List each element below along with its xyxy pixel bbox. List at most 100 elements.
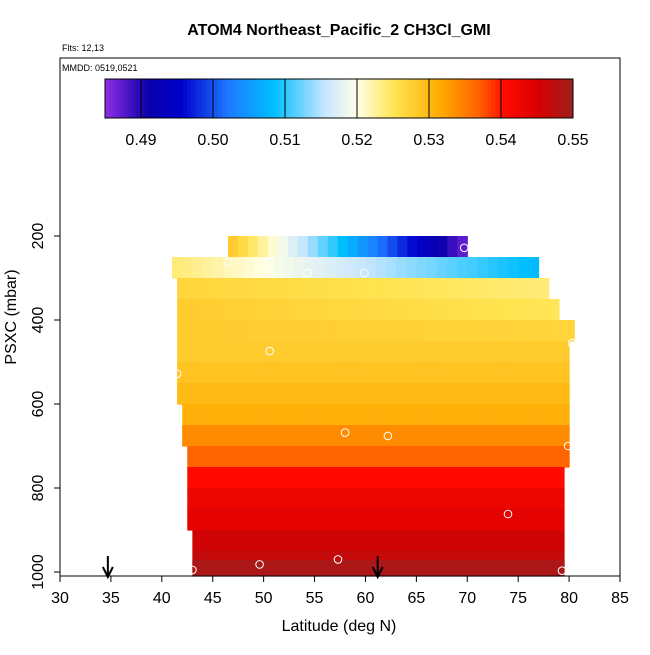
heatmap-cell xyxy=(478,362,490,384)
heatmap-cell xyxy=(217,383,228,405)
heatmap-cell xyxy=(278,488,290,510)
heatmap-cell xyxy=(457,236,468,258)
heatmap-cell xyxy=(207,446,219,468)
heatmap-cell xyxy=(508,383,520,405)
heatmap-cell xyxy=(523,488,535,510)
heatmap-cell xyxy=(319,509,331,531)
heatmap-cell xyxy=(375,404,387,426)
heatmap-cell xyxy=(327,383,339,405)
chart-title: ATOM4 Northeast_Pacific_2 CH3Cl_GMI xyxy=(187,22,491,39)
heatmap-cell xyxy=(340,320,351,342)
heatmap-cell xyxy=(378,446,389,468)
heatmap-cell xyxy=(559,383,570,405)
heatmap-cell xyxy=(253,404,265,426)
heatmap-cell xyxy=(385,404,397,426)
heatmap-cell xyxy=(553,488,565,510)
heatmap-cell xyxy=(237,278,248,300)
colorbar-swatch xyxy=(105,79,110,118)
heatmap-cell xyxy=(457,257,468,279)
heatmap-cell xyxy=(478,278,490,300)
heatmap-cell xyxy=(309,488,321,510)
colorbar-swatch xyxy=(136,79,141,118)
heatmap-cell xyxy=(390,320,402,342)
colorbar-swatch xyxy=(397,79,402,118)
heatmap-cell xyxy=(287,383,299,405)
heatmap-cell xyxy=(197,383,208,405)
heatmap-cell xyxy=(242,530,254,552)
heatmap-cell xyxy=(212,404,224,426)
colorbar-swatch xyxy=(190,79,196,118)
heatmap-cell xyxy=(217,341,228,363)
heatmap-cell xyxy=(443,560,455,577)
heatmap-cell xyxy=(317,341,329,363)
heatmap-cell xyxy=(273,425,285,447)
heatmap-cell xyxy=(237,362,249,384)
colorbar-tick-label: 0.54 xyxy=(485,132,516,149)
colorbar-swatch xyxy=(448,79,453,118)
heatmap-cell xyxy=(421,509,433,531)
colorbar-swatch xyxy=(257,79,262,118)
heatmap-cell xyxy=(363,530,374,552)
heatmap-cell xyxy=(421,320,433,342)
colorbar-swatch xyxy=(541,79,547,118)
heatmap-cell xyxy=(212,530,224,552)
colorbar-swatch xyxy=(155,79,161,118)
heatmap-cell xyxy=(388,278,399,300)
heatmap-cell xyxy=(258,320,270,342)
heatmap-cell xyxy=(398,362,409,384)
heatmap-cell xyxy=(350,509,361,531)
heatmap-cell xyxy=(247,278,259,300)
heatmap-cell xyxy=(380,320,392,342)
colorbar-swatch xyxy=(405,79,410,118)
x-tick-label: 65 xyxy=(407,590,425,607)
colorbar-swatch xyxy=(163,79,168,118)
heatmap-cell xyxy=(370,509,382,531)
heatmap-cell xyxy=(317,299,329,321)
x-tick-label: 30 xyxy=(51,590,69,607)
heatmap-cell xyxy=(365,404,377,426)
colorbar-swatch xyxy=(409,79,414,118)
heatmap-cell xyxy=(243,257,255,279)
latitude-arrow xyxy=(371,556,384,580)
colorbar-swatch xyxy=(245,79,250,118)
heatmap-cell xyxy=(423,560,435,577)
colorbar-swatch xyxy=(401,79,406,118)
heatmap-cell xyxy=(428,278,439,300)
colorbar-swatch xyxy=(214,79,219,118)
heatmap-cell xyxy=(478,299,490,321)
heatmap-cell xyxy=(350,467,361,489)
heatmap-cell xyxy=(508,425,519,447)
heatmap-cell xyxy=(228,467,239,489)
x-tick-label: 55 xyxy=(306,590,324,607)
heatmap-cell xyxy=(247,383,259,405)
heatmap-cell xyxy=(380,509,392,531)
heatmap-cell xyxy=(358,383,369,405)
heatmap-cell xyxy=(482,488,494,510)
colorbar-swatch xyxy=(440,79,445,118)
heatmap-cell xyxy=(448,362,460,384)
colorbar-swatch xyxy=(471,79,476,118)
heatmap-cell xyxy=(257,341,269,363)
heatmap-cell xyxy=(488,299,500,321)
heatmap-cell xyxy=(222,560,234,577)
heatmap-cell xyxy=(263,425,275,447)
heatmap-cell xyxy=(207,362,218,384)
heatmap-cell xyxy=(393,530,404,552)
heatmap-cell xyxy=(238,467,249,489)
heatmap-cell xyxy=(528,299,540,321)
y-tick-label: 400 xyxy=(30,307,47,334)
heatmap-cell xyxy=(436,404,448,426)
heatmap-cell xyxy=(268,488,280,510)
heatmap-cell xyxy=(559,446,570,468)
heatmap-cell xyxy=(302,560,314,577)
heatmap-cell xyxy=(365,425,377,447)
heatmap-cell xyxy=(385,257,397,279)
heatmap-cell xyxy=(533,488,545,510)
colorbar-tick-label: 0.49 xyxy=(125,132,156,149)
heatmap-cell xyxy=(473,560,485,577)
heatmap-cell xyxy=(518,446,530,468)
heatmap-cell xyxy=(533,530,545,552)
heatmap-cell xyxy=(523,320,535,342)
observation-points xyxy=(172,243,577,576)
colorbar-swatch xyxy=(112,79,118,118)
